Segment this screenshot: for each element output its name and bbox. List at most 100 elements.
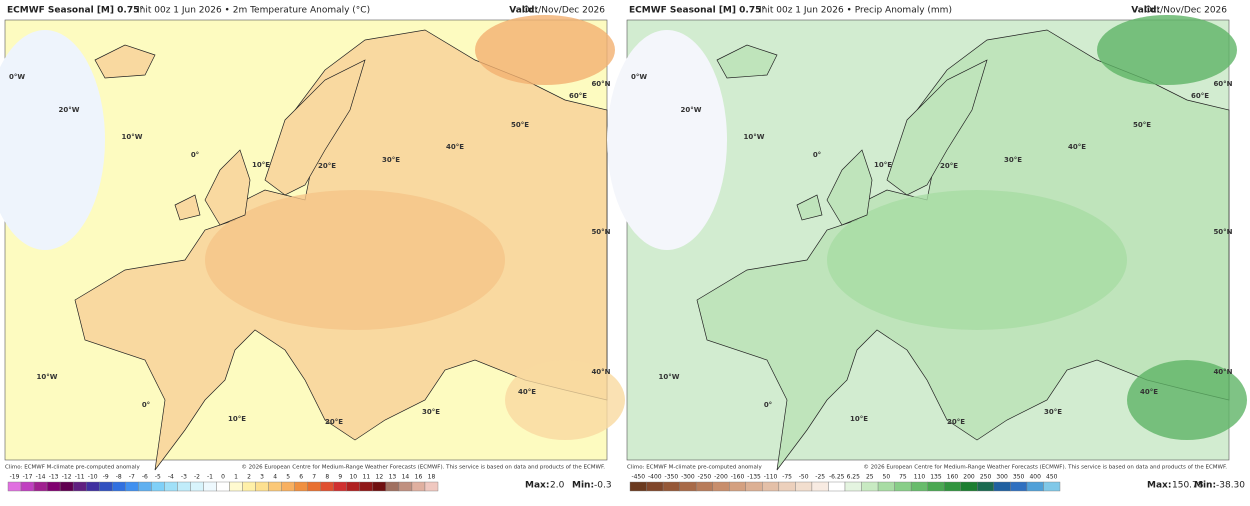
colorbar-swatch — [944, 481, 961, 492]
grid-label: 20°E — [318, 162, 336, 170]
grid-label: 50°N — [591, 228, 610, 236]
grid-label: 0° — [142, 401, 150, 409]
min-label: Min: — [1194, 481, 1216, 491]
grid-label: 0° — [191, 151, 199, 159]
grid-label: 10°W — [37, 373, 58, 381]
anomaly-area — [1127, 360, 1247, 440]
colorbar-label: 50 — [883, 474, 891, 481]
grid-label: 20°E — [947, 418, 965, 426]
colorbar-swatch — [112, 481, 126, 492]
grid-label: 50°E — [1133, 121, 1151, 129]
colorbar-label: -300 — [681, 474, 695, 481]
colorbar-label: -19 — [10, 474, 20, 481]
anomaly-area — [205, 190, 505, 330]
colorbar-label: 13 — [389, 474, 397, 481]
colorbar-label: -160 — [731, 474, 745, 481]
grid-label: 0° — [764, 401, 772, 409]
colorbar-label: 2 — [247, 474, 251, 481]
colorbar-label: -9 — [103, 474, 109, 481]
anomaly-area — [607, 30, 727, 250]
grid-label: 10°W — [659, 373, 680, 381]
colorbar-swatch — [679, 481, 697, 492]
colorbar-label: -6.25 — [829, 474, 845, 481]
min-value: -38.30 — [1216, 481, 1245, 491]
footer-left: Climo: ECMWF M-climate pre-computed anom… — [627, 465, 762, 471]
grid-label: 40°E — [446, 143, 464, 151]
colorbar-label: 1 — [234, 474, 238, 481]
colorbar-label: -200 — [714, 474, 728, 481]
colorbar-swatch — [281, 481, 295, 492]
colorbar-swatch — [1010, 481, 1028, 492]
colorbar-swatch — [7, 481, 22, 492]
grid-label: 60°N — [1213, 80, 1232, 88]
colorbar-label: 25 — [866, 474, 874, 481]
colorbar-swatch — [993, 481, 1011, 492]
colorbar-label: 8 — [325, 474, 329, 481]
colorbar-swatch — [203, 481, 217, 492]
max-label: Max: — [1147, 481, 1171, 491]
grid-label: 10°E — [252, 161, 270, 169]
valid: Oct/Nov/Dec 2026 — [1145, 6, 1228, 16]
anomaly-area — [475, 15, 615, 85]
colorbar-label: 6.25 — [847, 474, 861, 481]
colorbar-swatch — [294, 481, 308, 492]
colorbar-swatch — [861, 481, 879, 492]
colorbar-swatch — [762, 481, 780, 492]
colorbar-swatch — [398, 481, 413, 492]
colorbar-label: 450 — [1046, 474, 1058, 481]
colorbar-swatch — [960, 481, 978, 492]
footer-left: Climo: ECMWF M-climate pre-computed anom… — [5, 465, 140, 471]
colorbar-swatch — [138, 481, 152, 492]
colorbar-swatch — [894, 481, 912, 492]
colorbar-swatch — [1043, 481, 1061, 492]
colorbar-swatch — [242, 481, 256, 492]
title: Init 00z 1 Jun 2026 • Precip Anomaly (mm… — [759, 6, 952, 16]
colorbar-label: 6 — [299, 474, 303, 481]
grid-label: 20°E — [325, 418, 343, 426]
colorbar-label: -50 — [799, 474, 809, 481]
colorbar-swatch — [910, 481, 928, 492]
grid-label: 10°E — [874, 161, 892, 169]
colorbar-swatch — [333, 481, 347, 492]
colorbar-swatch — [72, 481, 87, 492]
colorbar-label: 400 — [1029, 474, 1041, 481]
colorbar-label: -17 — [23, 474, 33, 481]
valid-label: Valid: — [1131, 6, 1160, 16]
colorbar-swatch — [795, 481, 813, 492]
colorbar-label: -10 — [88, 474, 98, 481]
colorbar-swatch — [177, 481, 191, 492]
colorbar-swatch — [320, 481, 334, 492]
grid-label: 0°W — [631, 73, 647, 81]
grid-label: 20°W — [681, 106, 702, 114]
colorbar-swatch — [151, 481, 165, 492]
colorbar-label: -11 — [75, 474, 85, 481]
colorbar-swatch — [99, 481, 113, 492]
max-value: 2.0 — [550, 481, 565, 491]
grid-label: 50°N — [1213, 228, 1232, 236]
colorbar-swatch — [229, 481, 243, 492]
grid-label: 40°E — [1140, 388, 1158, 396]
title: Init 00z 1 Jun 2026 • 2m Temperature Ano… — [137, 6, 370, 16]
colorbar-swatch — [745, 481, 763, 492]
grid-label: 40°N — [591, 368, 610, 376]
colorbar-label: -2 — [194, 474, 200, 481]
colorbar-swatch — [629, 481, 647, 492]
colorbar-label: -400 — [648, 474, 662, 481]
grid-label: 60°E — [1191, 92, 1209, 100]
colorbar-swatch — [411, 481, 426, 492]
colorbar-swatch — [359, 481, 374, 492]
colorbar-label: 12 — [376, 474, 384, 481]
colorbar-swatch — [125, 481, 139, 492]
colorbar-swatch — [662, 481, 680, 492]
colorbar-swatch — [927, 481, 945, 492]
colorbar-label: 3 — [260, 474, 264, 481]
colorbar-label: 300 — [996, 474, 1008, 481]
colorbar-swatch — [828, 481, 846, 492]
colorbar-label: 160 — [947, 474, 959, 481]
colorbar-swatch — [59, 481, 74, 492]
anomaly-area — [827, 190, 1127, 330]
map-panel: ECMWF Seasonal [M] 0.75°Init 00z 1 Jun 2… — [0, 6, 625, 492]
colorbar-swatch — [190, 481, 204, 492]
footer-right: © 2026 European Centre for Medium-Range … — [863, 464, 1227, 471]
